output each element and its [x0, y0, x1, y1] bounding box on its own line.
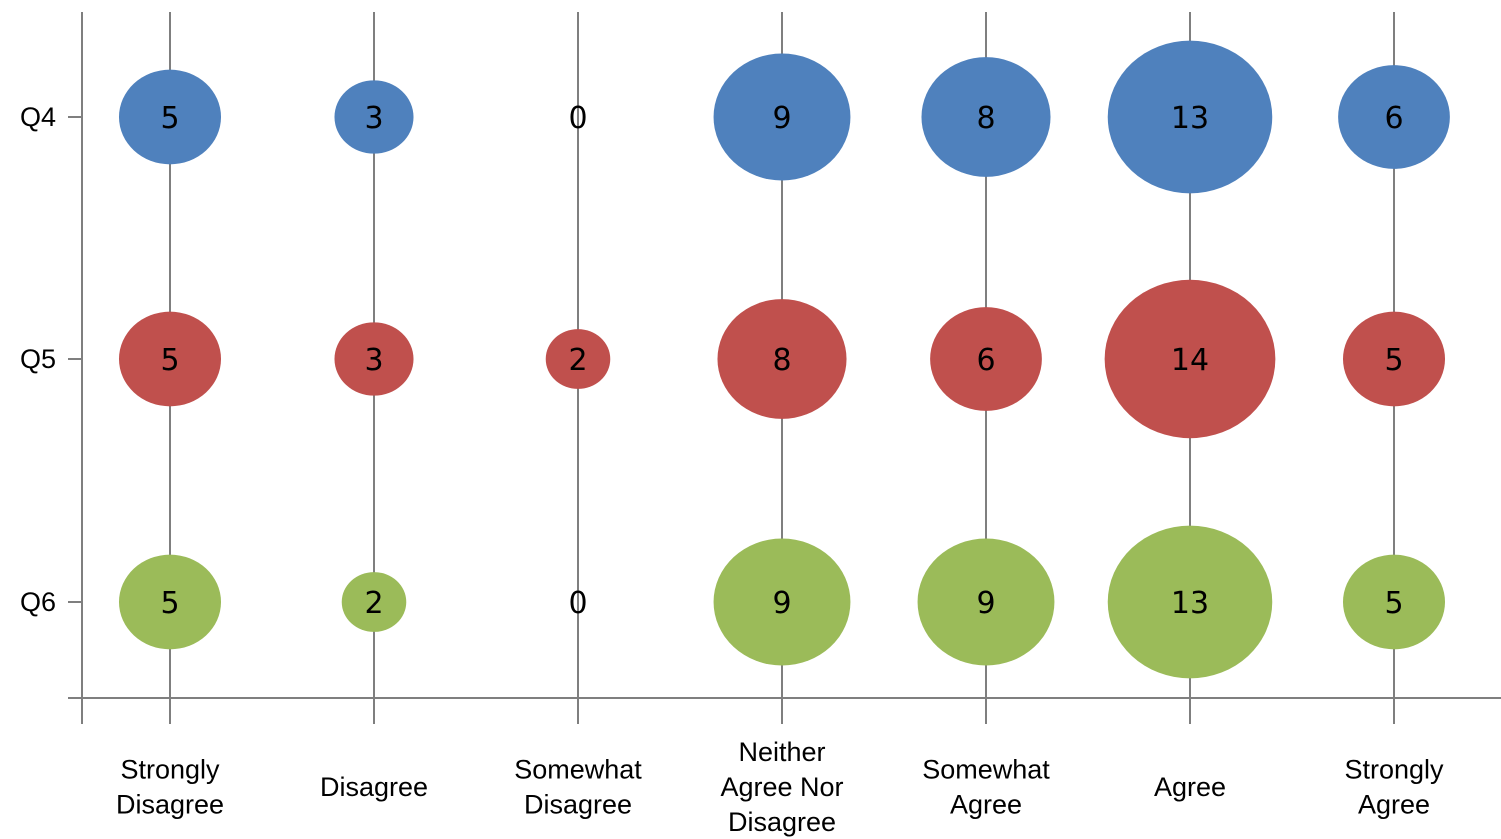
value-label-q6-1: 2 — [364, 586, 383, 621]
bubble-q5-6 — [1342, 311, 1446, 407]
bubble-q5-4 — [930, 307, 1042, 411]
bubble-q5-5 — [1104, 279, 1276, 439]
value-label-q5-1: 3 — [364, 343, 383, 378]
value-label-q4-2: 0 — [568, 101, 587, 136]
value-label-q5-6: 5 — [1384, 343, 1403, 378]
x-tick-labels: Strongly Disagree Disagree Somewhat Disagree… — [116, 737, 1444, 837]
bubble-q4-1 — [334, 80, 414, 154]
bubble-q5-1 — [334, 322, 414, 396]
value-label-q6-6: 5 — [1384, 586, 1403, 621]
x-tick-label-1: Disagree — [320, 772, 428, 802]
value-label-q6-5: 13 — [1171, 586, 1209, 621]
value-label-q6-4: 9 — [976, 586, 995, 621]
value-label-q5-5: 14 — [1171, 343, 1209, 378]
bubble-q5-3 — [717, 299, 847, 419]
row-label-q4: Q4 — [20, 102, 56, 132]
bubble-q6-3 — [713, 538, 851, 666]
bubble-q6-1 — [341, 572, 407, 632]
bubble-q4-0 — [118, 69, 222, 165]
bubble-q5-0 — [118, 311, 222, 407]
value-label-q4-3: 9 — [772, 101, 791, 136]
value-label-q6-3: 9 — [772, 586, 791, 621]
bubbles — [118, 40, 1450, 679]
axes — [68, 12, 1501, 724]
value-label-q5-0: 5 — [160, 343, 179, 378]
bubble-q4-5 — [1107, 40, 1273, 194]
value-label-q6-0: 5 — [160, 586, 179, 621]
value-labels: 5 3 0 9 8 13 6 5 3 2 8 6 14 5 5 2 0 9 9 13 5 — [160, 101, 1403, 621]
value-label-q4-5: 13 — [1171, 101, 1209, 136]
value-label-q6-2: 0 — [568, 586, 587, 621]
bubble-q5-2 — [545, 329, 611, 389]
row-label-q6: Q6 — [20, 587, 56, 617]
bubble-q4-3 — [713, 53, 851, 181]
value-label-q4-4: 8 — [976, 101, 995, 136]
row-labels: Q4 Q5 Q6 — [20, 102, 56, 617]
value-label-q5-4: 6 — [976, 343, 995, 378]
x-tick-label-5: Agree — [1154, 772, 1226, 802]
x-tick-label-0: Strongly Disagree — [116, 755, 224, 820]
bubble-q4-6 — [1338, 65, 1450, 169]
value-label-q4-0: 5 — [160, 101, 179, 136]
value-label-q4-6: 6 — [1384, 101, 1403, 136]
bubble-q6-6 — [1342, 554, 1446, 650]
x-tick-label-4: Somewhat Agree — [922, 755, 1050, 820]
bubble-q6-4 — [917, 538, 1055, 666]
x-tick-label-3: Neither Agree Nor Disagree — [720, 737, 843, 837]
bubble-q6-0 — [118, 554, 222, 650]
x-tick-label-2: Somewhat Disagree — [514, 755, 642, 820]
bubble-q4-4 — [921, 57, 1051, 177]
row-label-q5: Q5 — [20, 344, 56, 374]
x-tick-label-6: Strongly Agree — [1344, 755, 1444, 820]
value-label-q5-2: 2 — [568, 343, 587, 378]
value-label-q4-1: 3 — [364, 101, 383, 136]
bubble-q6-5 — [1107, 525, 1273, 679]
value-label-q5-3: 8 — [772, 343, 791, 378]
